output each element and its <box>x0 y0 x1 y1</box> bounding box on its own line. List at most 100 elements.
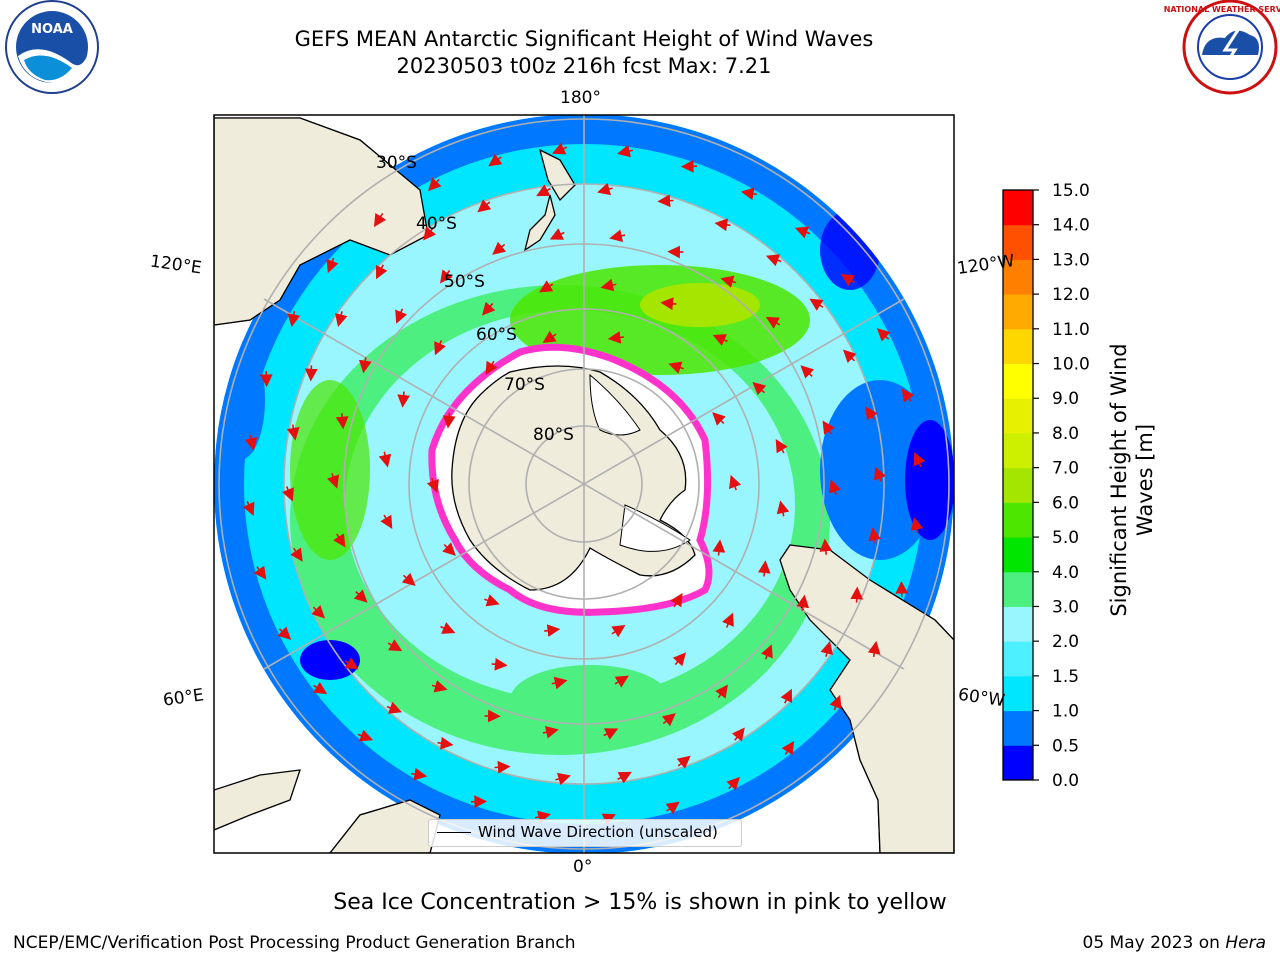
colorbar-bin <box>1003 294 1033 330</box>
wind-wave-arrow <box>617 144 634 158</box>
map-area <box>214 115 954 853</box>
wind-wave-arrow <box>868 527 882 544</box>
colorbar-bin <box>1003 675 1033 712</box>
wind-wave-arrow <box>426 477 439 494</box>
colorbar-tick-label: 13.0 <box>1052 250 1090 270</box>
wind-wave-arrow <box>378 451 392 468</box>
wind-wave-arrow <box>874 466 886 482</box>
wind-wave-arrow <box>442 412 456 429</box>
wind-wave-arrow <box>542 330 557 344</box>
wind-wave-arrow <box>714 218 731 232</box>
footer-date: 05 May 2023 on Hera <box>1083 933 1267 953</box>
colorbar-tick-label: 12.0 <box>1052 285 1090 305</box>
footer-date-text: 05 May 2023 on <box>1082 933 1220 953</box>
wind-wave-arrow <box>781 740 795 756</box>
wind-wave-arrow <box>380 514 393 529</box>
wind-wave-arrow <box>334 311 348 327</box>
wind-wave-arrow <box>542 725 559 739</box>
wind-wave-arrow <box>539 280 554 293</box>
colorbar-tick-label: 7.0 <box>1052 459 1079 479</box>
colorbar-tick-label: 5.0 <box>1052 528 1079 548</box>
wind-wave-arrow <box>913 452 926 468</box>
wind-wave-arrow <box>488 153 503 167</box>
wind-wave-arrow <box>657 194 674 208</box>
wind-wave-arrow <box>492 241 507 255</box>
colorbar-bin <box>1003 641 1033 677</box>
wind-wave-arrow <box>765 316 781 329</box>
nws-logo: NATIONAL WEATHER SERVICE <box>1164 0 1280 95</box>
wind-wave-arrow <box>712 334 728 346</box>
colorbar-bin <box>1003 328 1033 365</box>
colorbar-tick-label: 10.0 <box>1052 355 1090 375</box>
wind-wave-arrow <box>672 652 687 667</box>
wind-wave-arrow <box>484 594 500 607</box>
wind-wave-arrow <box>780 688 793 704</box>
noaa-logo: NOAA <box>5 0 99 94</box>
wind-wave-arrow <box>386 701 403 714</box>
wind-wave-arrow <box>491 657 508 671</box>
wind-wave-arrow <box>477 199 492 213</box>
wind-wave-arrow <box>401 572 416 587</box>
map-legend: Wind Wave Direction (unscaled) <box>428 819 742 847</box>
wind-wave-arrow <box>387 639 403 652</box>
colorbar-bin <box>1003 363 1033 399</box>
chart-title-line2: 20230503 t00z 216h fcst Max: 7.21 <box>396 54 772 78</box>
wind-wave-arrow <box>611 624 626 638</box>
colorbar-bin <box>1003 571 1033 607</box>
wind-wave-arrow <box>876 328 891 342</box>
wind-wave-arrow <box>551 676 568 690</box>
colorbar-tick-label: 1.0 <box>1052 702 1079 722</box>
wind-wave-arrow <box>731 727 745 742</box>
wind-wave-arrow <box>752 381 767 396</box>
wind-wave-arrow <box>333 533 346 548</box>
wind-wave-arrow <box>434 340 446 356</box>
wind-wave-arrow <box>726 776 740 791</box>
wind-wave-arrow <box>712 539 726 556</box>
sea-ice-note: Sea Ice Concentration > 15% is shown in … <box>333 890 947 915</box>
wind-wave-arrow <box>775 439 788 454</box>
lat-label-80: 80°S <box>533 425 574 445</box>
colorbar-label: Significant Height of Wind Waves [m] <box>1107 343 1157 617</box>
wind-wave-arrow <box>822 420 835 435</box>
wind-wave-arrow <box>481 301 496 316</box>
colorbar-bin <box>1003 537 1033 573</box>
wind-wave-arrow <box>494 760 511 774</box>
wind-wave-arrow <box>757 560 771 577</box>
wind-wave-arrow <box>437 736 454 750</box>
lat-label-50: 50°S <box>444 272 485 292</box>
meridian-label-0: 0° <box>573 857 593 877</box>
colorbar-bin <box>1003 745 1033 781</box>
wind-wave-arrow <box>440 269 453 284</box>
wind-wave-arrow <box>326 473 340 489</box>
wind-wave-arrow <box>809 298 824 311</box>
colorbar-tick-label: 0.0 <box>1052 771 1079 791</box>
wind-wave-arrow <box>442 542 456 556</box>
wind-wave-arrow <box>796 594 810 611</box>
colorbar-bin <box>1003 502 1033 538</box>
wind-wave-arrow <box>828 479 842 495</box>
wind-wave-arrow <box>555 772 571 786</box>
wind-wave-arrow <box>670 592 683 608</box>
footer-credit: NCEP/EMC/Verification Post Processing Pr… <box>13 933 576 953</box>
wind-wave-arrow <box>358 357 372 374</box>
wind-wave-arrow <box>676 755 691 769</box>
wind-wave-arrow <box>375 264 388 280</box>
colorbar-bin <box>1003 224 1033 260</box>
wind-wave-arrow <box>344 657 359 670</box>
map-frame <box>213 114 955 854</box>
colorbar-tick-label: 4.0 <box>1052 563 1079 583</box>
wind-wave-arrow <box>617 771 632 784</box>
wind-wave-arrow <box>311 604 326 619</box>
wind-wave-arrow <box>544 624 561 637</box>
wind-wave-arrow <box>357 729 374 742</box>
colorbar: 0.0 0.5 1.0 1.5 2.0 3.0 4.0 5.0 6.0 7.0 8.0 9.0 10.0… <box>1002 181 1090 791</box>
wind-wave-arrow <box>661 713 676 727</box>
wind-wave-arrow <box>440 622 456 634</box>
wind-wave-arrow <box>603 728 619 740</box>
wind-wave-arrow <box>253 565 267 580</box>
wind-wave-arrow <box>609 229 626 243</box>
colorbar-tick-label: 1.5 <box>1052 667 1079 687</box>
wind-wave-arrow <box>865 406 878 421</box>
colorbar-bin <box>1003 467 1033 503</box>
